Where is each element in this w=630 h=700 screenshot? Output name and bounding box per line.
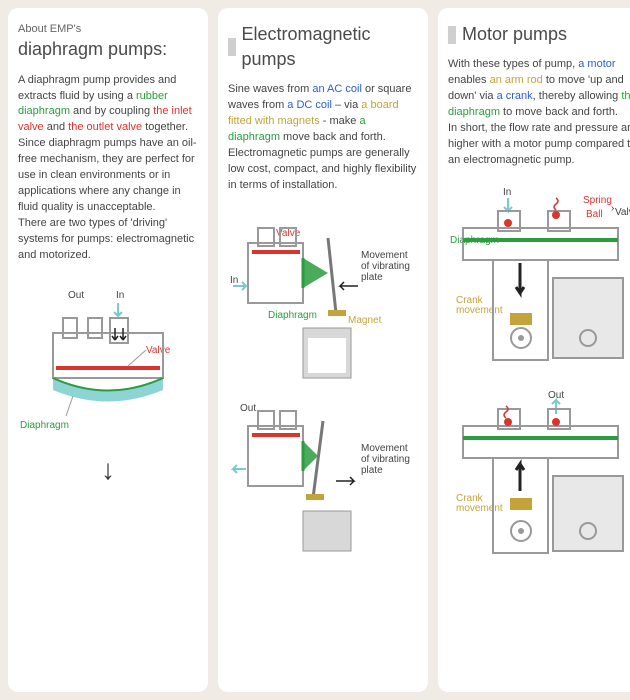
lbl-in: In (503, 187, 511, 198)
lbl-out: Out (240, 403, 256, 414)
lbl-diaphragm: Diaphragm (268, 310, 317, 321)
body-text: Sine waves from an AC coil or square wav… (228, 82, 418, 194)
pump-body (53, 318, 163, 416)
lbl-spring: Spring (583, 195, 612, 206)
title-block: Electromagnetic pumps (228, 22, 418, 72)
armrod-up-arrow-icon (516, 464, 524, 491)
lbl-valve: Valve (615, 207, 630, 218)
lbl-diaphragm: Diaphragm (20, 420, 69, 431)
motor-pump-in: In Spring Ball › Valve Diaphragm Crankmo… (448, 183, 630, 378)
title-bar-icon (228, 38, 236, 56)
body-text: A diaphragm pump provides and extracts f… (18, 73, 198, 264)
electro-pump-out: Out Movementof vibratingplate (228, 396, 418, 556)
title-text: Electromagnetic pumps (242, 22, 419, 72)
title-text: diaphragm pumps: (18, 37, 167, 62)
panel-motor: Motor pumps With these types of pump, a … (438, 8, 630, 692)
main-title: diaphragm pumps: (18, 37, 198, 62)
move-arrow-icon (336, 477, 354, 485)
lbl-in: In (230, 275, 238, 286)
hl-crank: a crank (497, 90, 533, 102)
diagram-panel3: In Spring Ball › Valve Diaphragm Crankmo… (448, 183, 630, 678)
lbl-ball: Ball (586, 209, 603, 220)
lbl-valve: Valve (146, 345, 171, 356)
body-text: With these types of pump, a motor enable… (448, 57, 630, 169)
panel-diaphragm-pumps: About EMP's diaphragm pumps: A diaphragm… (8, 8, 208, 692)
title-block: Motor pumps (448, 22, 630, 47)
motor-pump-out: Out Crankmovement (448, 386, 630, 561)
lbl-crank2: Crankmovement (456, 493, 503, 514)
lbl-in: In (116, 290, 124, 301)
plate-icon (328, 238, 336, 313)
sup-title: About EMP's (18, 22, 198, 37)
svg-text:›: › (611, 203, 614, 214)
electro-pump-in: Valve In Diaphragm Movementof vibratingp… (228, 208, 418, 388)
pump-cross-section: Out In Valve Diaphragm (18, 278, 198, 448)
main-title: Motor pumps (448, 22, 630, 47)
arrow-down-icon: ↓ (101, 456, 115, 484)
armrod-arrow-icon (516, 263, 524, 293)
lbl-out: Out (68, 290, 84, 301)
lbl-movement2: Movementof vibratingplate (361, 443, 410, 476)
hl-accoil: an AC coil (312, 83, 362, 95)
in-arrow-icon (504, 198, 512, 211)
in-arrow-icon (114, 303, 122, 316)
title-bar-icon (448, 26, 456, 44)
out-arrow-icon (233, 465, 246, 473)
move-arrow-icon (340, 282, 358, 290)
panel-electromagnetic: Electromagnetic pumps Sine waves from an… (218, 8, 428, 692)
title-block: About EMP's diaphragm pumps: (18, 22, 198, 63)
hl-outlet: the outlet valve (68, 121, 142, 133)
lbl-crank: Crankmovement (456, 295, 503, 316)
main-title: Electromagnetic pumps (228, 22, 418, 72)
lbl-movement: Movementof vibratingplate (361, 250, 410, 283)
diagram-panel1: Out In Valve Diaphragm (18, 278, 198, 678)
lbl-magnet: Magnet (348, 315, 382, 326)
out-arrow-icon (552, 400, 560, 414)
hl-armrod: an arm rod (490, 74, 543, 86)
title-text: Motor pumps (462, 22, 567, 47)
hl-motor: a motor (578, 58, 615, 70)
diagram-panel2: Valve In Diaphragm Movementof vibratingp… (228, 208, 418, 678)
hl-dccoil: a DC coil (287, 99, 332, 111)
